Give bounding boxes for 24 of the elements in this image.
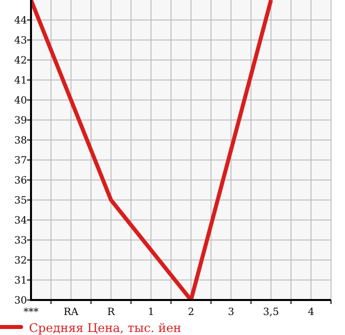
y-tick-label: 42 [14,56,27,66]
x-tick-label: 2 [188,307,194,318]
y-tick-label: 41 [14,76,27,86]
x-tick-label: RA [64,307,80,318]
y-tick-label: 39 [14,116,27,126]
y-tick-label: 31 [14,276,27,286]
y-tick-label: 40 [14,96,27,106]
y-tick-label: 35 [14,196,27,206]
x-tick-label: *** [24,307,38,318]
x-tick-label: 3,5 [263,307,279,318]
x-tick-label: R [107,307,116,318]
y-tick-label: 32 [14,256,27,266]
x-tick-label: 4 [308,307,314,318]
legend-label: Средняя Цена, тыс. йен [29,321,182,335]
y-tick-label: 33 [14,236,27,246]
x-tick-label: 1 [148,307,154,318]
y-tick-label: 36 [14,176,27,186]
y-tick-label: 30 [14,296,27,306]
y-tick-label: 44 [14,16,27,26]
x-tick-label: 3 [228,307,234,318]
y-tick-label: 43 [14,36,27,46]
y-tick-label: 37 [14,156,27,166]
y-tick-label: 34 [14,216,27,226]
y-tick-label: 38 [14,136,27,146]
